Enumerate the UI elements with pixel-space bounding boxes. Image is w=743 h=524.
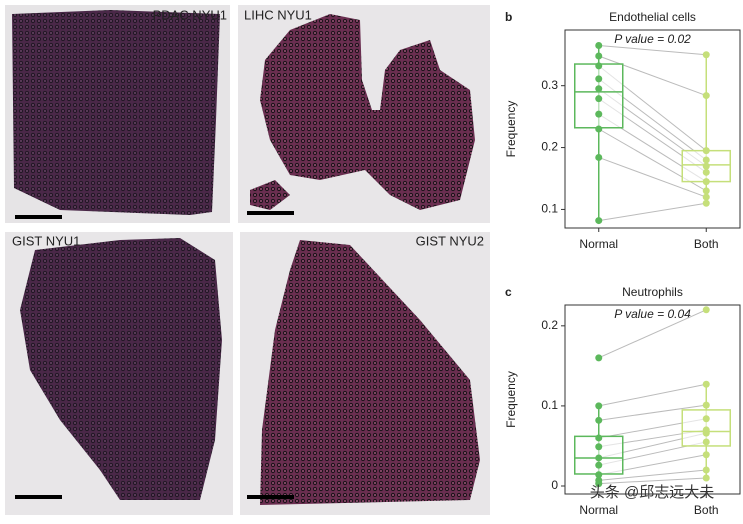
image-label: LIHC NYU1 xyxy=(244,7,312,22)
point xyxy=(702,187,710,195)
pair-line xyxy=(598,55,707,97)
x-tick-label: Both xyxy=(694,237,719,251)
y-tick-label: 0 xyxy=(551,478,558,492)
pair-line xyxy=(598,469,707,481)
chart-title: Neutrophils xyxy=(622,285,683,299)
annotation: P value = 0.04 xyxy=(614,307,691,321)
point xyxy=(595,354,603,362)
point xyxy=(595,153,603,161)
y-tick-label: 0.3 xyxy=(541,78,558,92)
point xyxy=(702,156,710,164)
x-tick-label: Normal xyxy=(579,503,618,517)
pair-line xyxy=(598,404,707,421)
point xyxy=(702,401,710,409)
point xyxy=(595,217,603,225)
pair-line xyxy=(598,202,707,222)
point xyxy=(702,429,710,437)
point xyxy=(702,438,710,446)
watermark: 头条 @邱志远大夫 xyxy=(590,484,714,501)
x-tick-label: Normal xyxy=(579,237,618,251)
y-tick-label: 0.1 xyxy=(541,398,558,412)
y-tick-label: 0.2 xyxy=(541,318,558,332)
point xyxy=(595,75,603,83)
point xyxy=(702,193,710,201)
point xyxy=(595,416,603,424)
y-tick-label: 0.1 xyxy=(541,202,558,216)
y-axis-label: Frequency xyxy=(504,101,518,158)
point xyxy=(595,480,603,488)
point xyxy=(595,85,603,93)
image-label: GIST NYU2 xyxy=(416,233,484,248)
point xyxy=(702,466,710,474)
panel-label: b xyxy=(505,10,512,24)
point xyxy=(702,92,710,100)
pair-line xyxy=(598,309,707,359)
plot-frame xyxy=(564,304,741,495)
panel-label: c xyxy=(505,285,512,299)
point xyxy=(595,454,603,462)
point xyxy=(702,474,710,482)
annotation: P value = 0.02 xyxy=(614,32,691,46)
point xyxy=(595,41,603,49)
point xyxy=(702,199,710,207)
point xyxy=(595,95,603,103)
plot-frame xyxy=(564,29,741,229)
point xyxy=(702,51,710,59)
x-tick-label: Both xyxy=(694,503,719,517)
tissue-images: PDAC NYU1 LIHC NYU1 GIST NYU1 GIST NYU2 xyxy=(5,5,490,515)
point xyxy=(702,415,710,423)
pair-line xyxy=(598,477,707,485)
image-label: GIST NYU1 xyxy=(12,233,80,248)
pair-line xyxy=(598,383,707,407)
point xyxy=(702,380,710,388)
chart-title: Endothelial cells xyxy=(609,10,696,24)
point xyxy=(702,306,710,314)
point xyxy=(595,443,603,451)
point xyxy=(702,147,710,155)
point xyxy=(595,461,603,469)
point xyxy=(702,168,710,176)
image-label: PDAC NYU1 xyxy=(153,7,227,22)
point xyxy=(595,434,603,442)
point xyxy=(702,178,710,186)
y-tick-label: 0.2 xyxy=(541,140,558,154)
point xyxy=(595,52,603,60)
point xyxy=(595,62,603,70)
point xyxy=(595,402,603,410)
point xyxy=(595,110,603,118)
y-axis-label: Frequency xyxy=(504,371,518,428)
point xyxy=(702,451,710,459)
point xyxy=(702,162,710,170)
pair-line xyxy=(598,44,707,56)
pair-line xyxy=(598,156,707,198)
point xyxy=(595,125,603,133)
point xyxy=(595,471,603,479)
